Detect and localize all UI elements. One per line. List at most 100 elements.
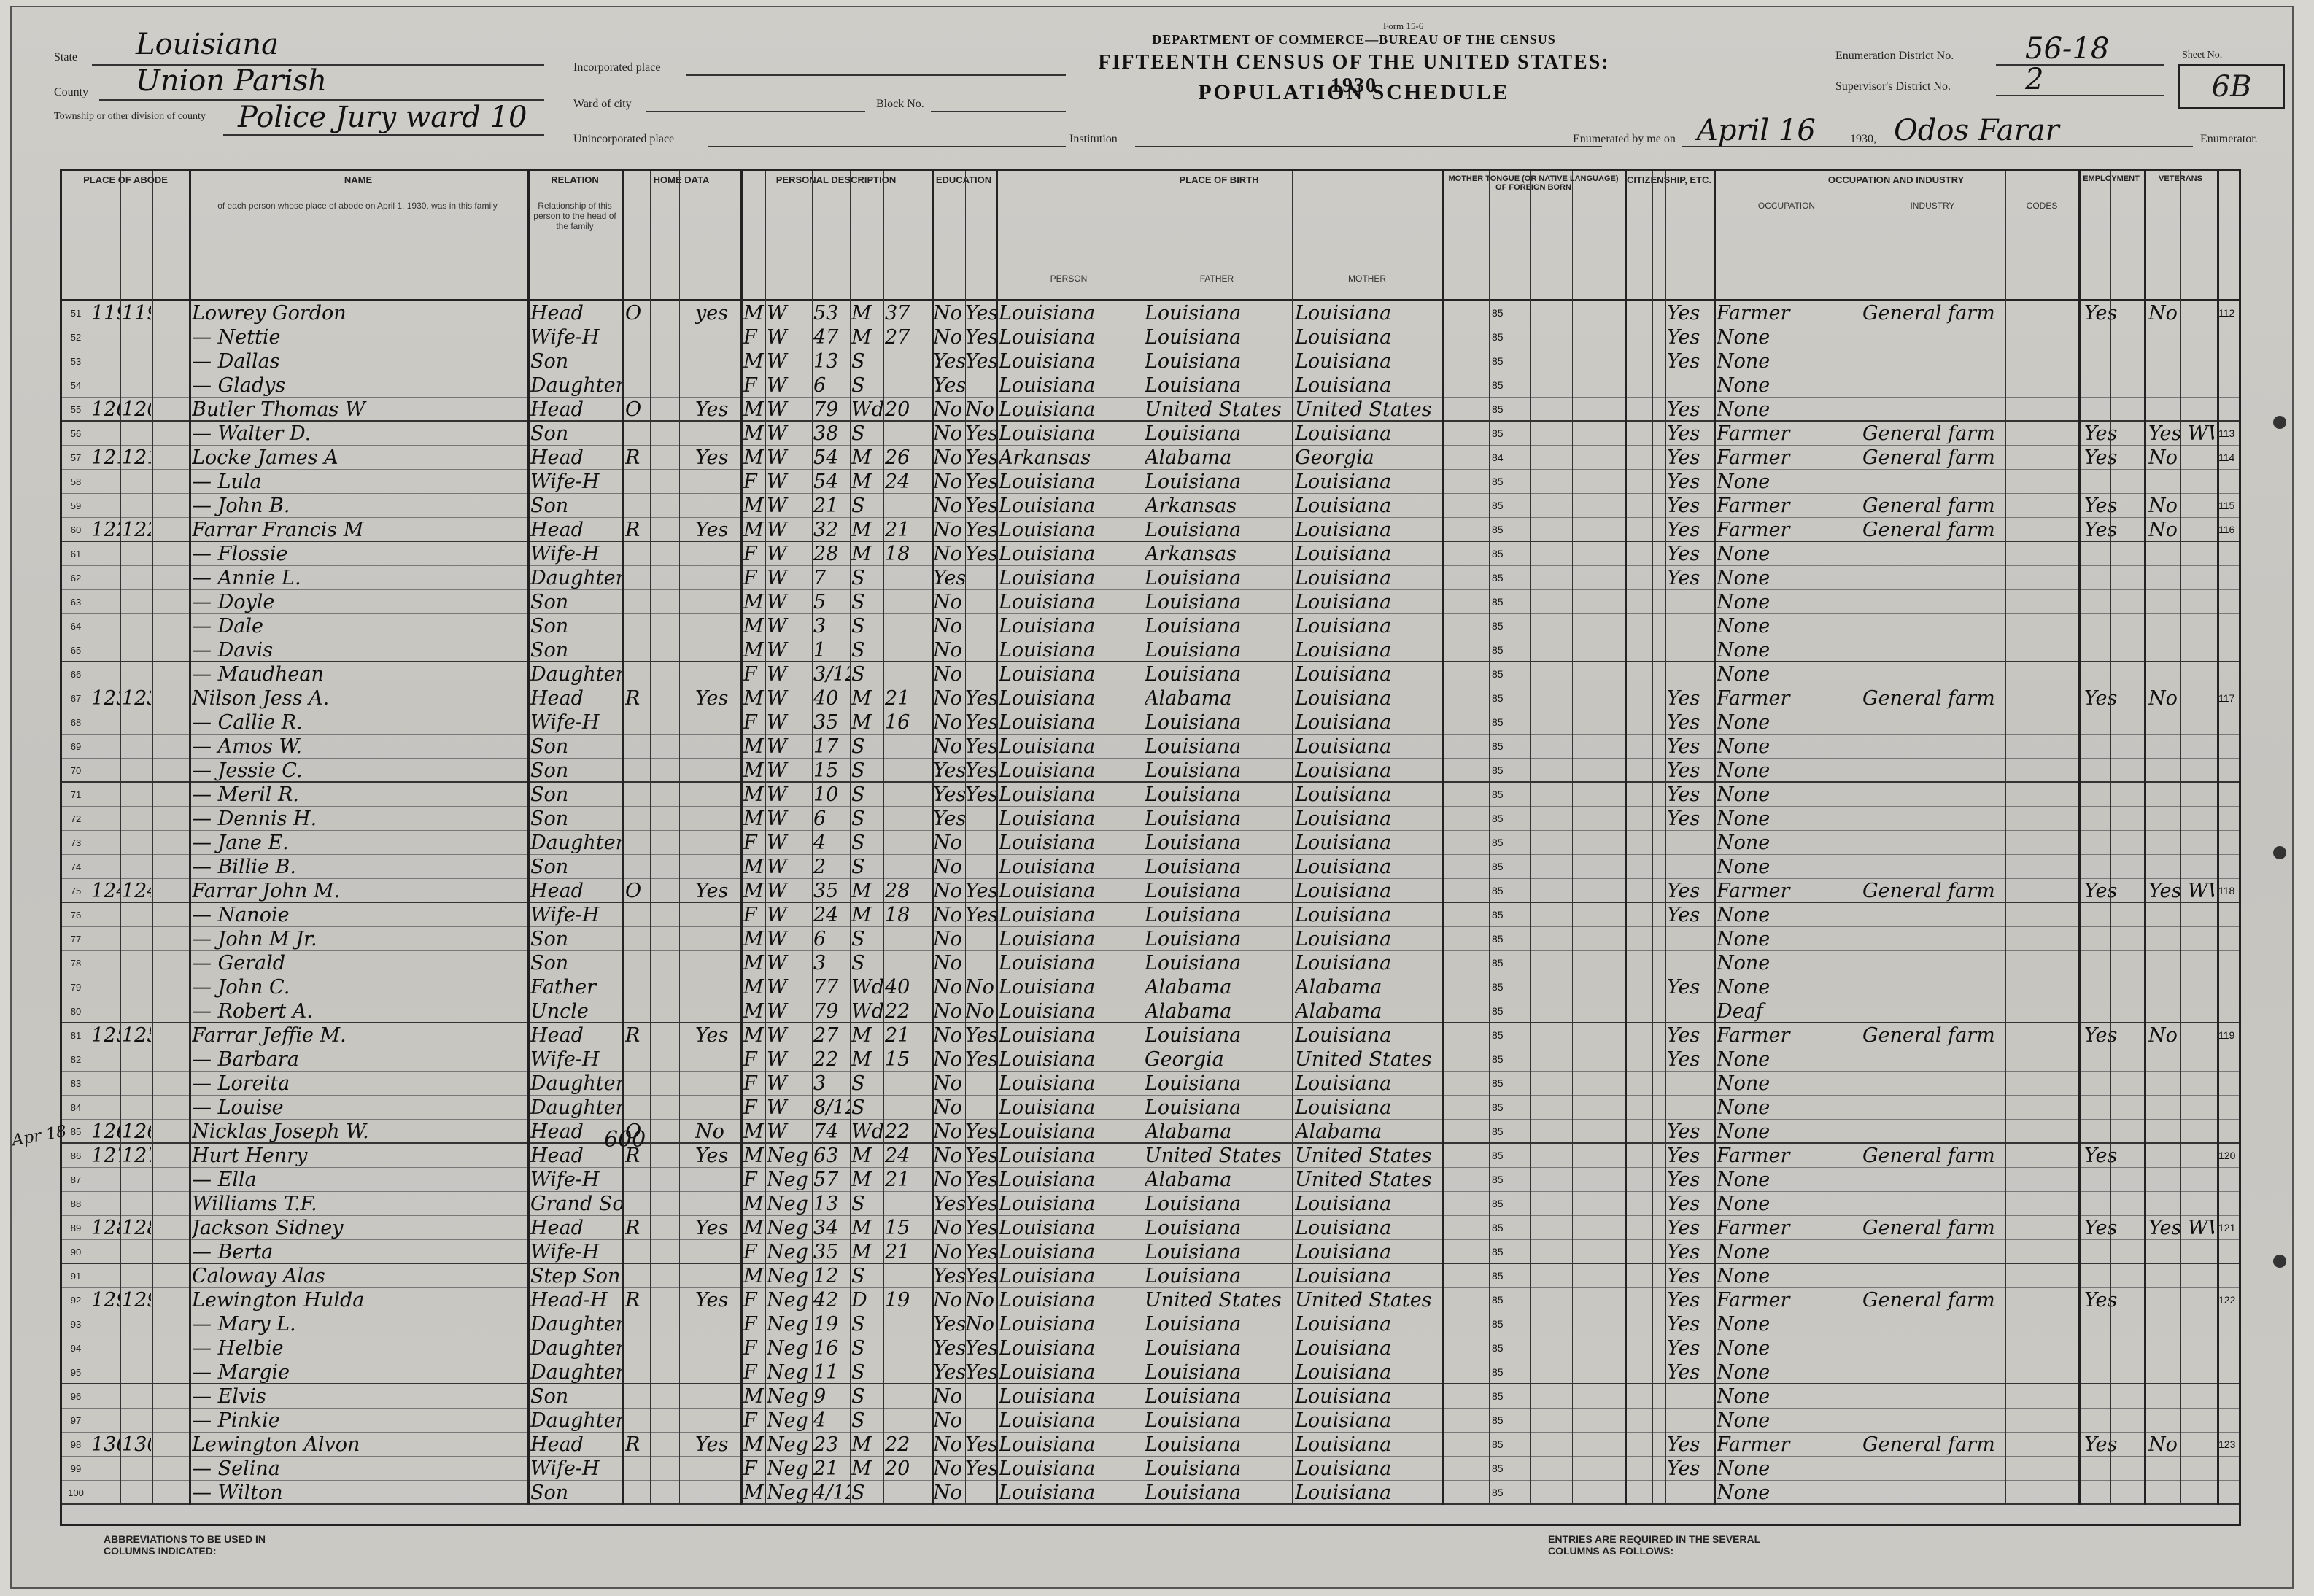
line-number: 78	[70, 958, 82, 969]
line-number: 84	[70, 1102, 82, 1113]
tenure: O	[625, 1120, 642, 1143]
dwelling-number	[91, 422, 120, 446]
employed	[2084, 590, 2121, 614]
dwelling-number	[91, 759, 120, 783]
family-number	[122, 1192, 151, 1216]
relation: Daughter	[530, 1361, 622, 1384]
family-number	[122, 373, 151, 398]
family-number	[122, 1264, 151, 1288]
birthplace-father: Louisiana	[1145, 639, 1242, 662]
person-name: — Ella	[192, 1169, 257, 1191]
table-row: 91 Caloway Alas Step Son M Neg 12 S Yes Yes Louis…	[62, 1264, 2239, 1288]
radio: Yes	[695, 880, 729, 902]
tenure	[625, 1264, 647, 1288]
dwelling-number: 126	[91, 1120, 120, 1143]
birthplace-father: Louisiana	[1145, 302, 1242, 325]
tenure: R	[625, 1024, 641, 1047]
person-name: — Mary L.	[192, 1313, 296, 1336]
dwelling-number	[91, 1457, 120, 1481]
enum-district-label: Enumeration District No.	[1835, 50, 1954, 62]
birthplace-mother: United States	[1295, 1289, 1432, 1312]
birthplace-father: Louisiana	[1145, 904, 1242, 926]
occupation: Farmer	[1717, 1144, 1790, 1167]
sex: F	[743, 1361, 757, 1384]
birthplace-person: Louisiana	[999, 759, 1096, 782]
occupation: None	[1717, 856, 1771, 878]
race: Neg	[767, 1289, 808, 1312]
person-name: — Annie L.	[192, 567, 301, 589]
occupation: None	[1717, 976, 1771, 999]
school: No	[933, 519, 962, 541]
person-name: — Louise	[192, 1096, 284, 1119]
relation: Son	[530, 759, 569, 782]
tenure	[625, 1384, 647, 1409]
farm-schedule	[2218, 903, 2240, 927]
abbreviations-title: ABBREVIATIONS TO BE USED IN COLUMNS INDI…	[104, 1533, 266, 1557]
birth-code: 85	[1492, 1366, 1504, 1378]
marital-status: M	[851, 1048, 872, 1071]
employed	[2084, 735, 2121, 759]
relation: Step Son	[530, 1265, 621, 1287]
read-write	[965, 662, 997, 686]
birthplace-mother: Louisiana	[1295, 1385, 1392, 1408]
marital-status: M	[851, 880, 872, 902]
age-at-marriage	[885, 614, 929, 638]
marital-status: M	[851, 687, 872, 710]
person-name: — Callie R.	[192, 711, 303, 734]
line-number: 90	[70, 1247, 82, 1258]
birthplace-mother: Alabama	[1295, 976, 1382, 999]
age: 9	[813, 1385, 827, 1408]
race: Neg	[767, 1457, 808, 1480]
dwelling-number	[91, 1409, 120, 1433]
person-name: Butler Thomas W	[192, 398, 365, 421]
school: No	[933, 543, 962, 565]
farm-schedule	[2218, 855, 2240, 879]
birth-code: 85	[1492, 572, 1504, 584]
dwelling-number	[91, 710, 120, 735]
sex: M	[743, 976, 764, 999]
farm-schedule	[2218, 807, 2240, 831]
read-write: Yes	[965, 904, 997, 926]
marital-status: S	[851, 1313, 865, 1336]
tenure	[625, 1168, 647, 1192]
age-at-marriage	[885, 662, 929, 686]
relation: Wife-H	[530, 1457, 600, 1480]
family-number	[122, 325, 151, 349]
family-number	[122, 1409, 151, 1433]
birthplace-father: Louisiana	[1145, 1481, 1242, 1504]
family-number	[122, 1360, 151, 1384]
age: 16	[813, 1337, 839, 1360]
school: Yes	[933, 1313, 965, 1336]
dwelling-number	[91, 566, 120, 590]
codes-subhead: CODES	[2026, 201, 2058, 211]
sex: M	[743, 398, 764, 421]
radio	[695, 759, 739, 783]
marital-status: S	[851, 1481, 865, 1504]
dwelling-number	[91, 807, 120, 831]
read-write	[965, 566, 997, 590]
farm-schedule	[2218, 1072, 2240, 1096]
table-row: 52— Nettie Wife-H F W 47 M 27 No Yes Louisiana Lou…	[62, 325, 2239, 349]
marital-status: M	[851, 1433, 872, 1456]
occupation: None	[1717, 1409, 1771, 1432]
employed: Yes	[2084, 1217, 2118, 1239]
age-at-marriage: 20	[885, 1457, 910, 1480]
farm-schedule	[2218, 398, 2240, 422]
dwelling-number	[91, 951, 120, 975]
table-row: 80— Robert A. Uncle M W 79 Wd 22 No No Louisiana A…	[62, 999, 2239, 1023]
birthplace-mother: Louisiana	[1295, 1193, 1392, 1215]
age-at-marriage: 24	[885, 470, 910, 493]
table-row: 72 — Dennis H. Son M W 6 S Yes Louisiana Louisian…	[62, 807, 2239, 831]
read-write: Yes	[965, 1337, 997, 1360]
speaks-english: Yes	[1667, 1337, 1700, 1360]
tenure	[625, 1312, 647, 1336]
family-number: 130	[122, 1433, 151, 1456]
binder-hole	[2273, 846, 2286, 859]
farm-schedule: 123	[2218, 1438, 2236, 1450]
radio: Yes	[695, 519, 729, 541]
race: W	[767, 495, 787, 517]
birth-code: 85	[1492, 1270, 1504, 1282]
read-write	[965, 927, 997, 951]
table-row: 67123123Nilson Jess A.HeadRYesMW40M21NoY…	[62, 686, 2239, 710]
line-number: 92	[70, 1295, 82, 1306]
